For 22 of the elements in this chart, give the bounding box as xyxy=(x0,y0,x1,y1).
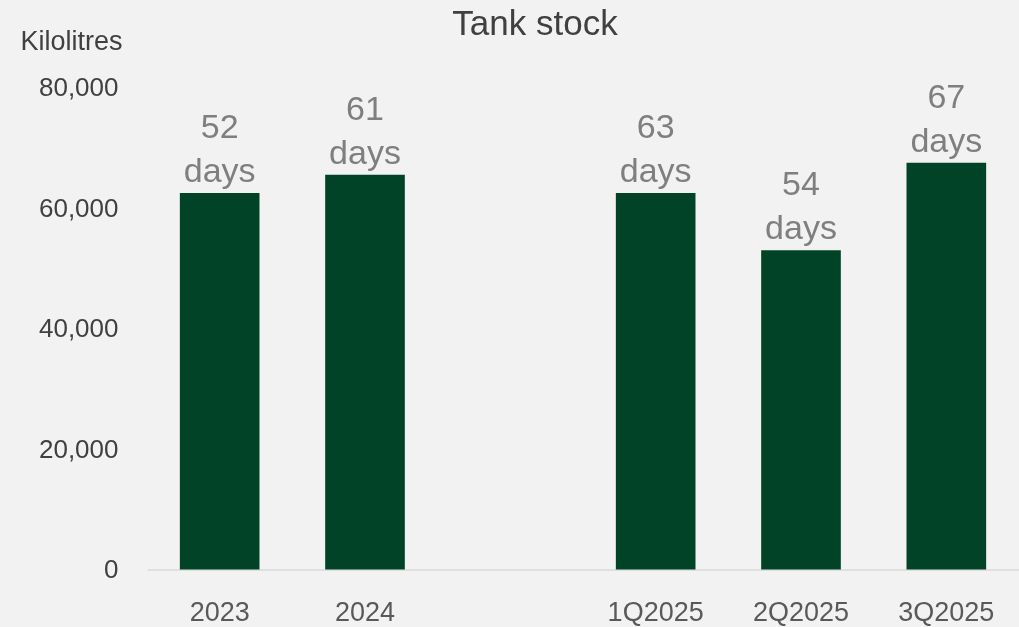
annotation: 67 days xyxy=(910,76,983,159)
bar xyxy=(179,192,260,570)
y-tick-label: 40,000 xyxy=(38,313,119,343)
x-tick-label: 2Q2025 xyxy=(752,597,850,627)
bar xyxy=(325,174,405,570)
y-tick-label: 80,000 xyxy=(38,72,119,102)
bar xyxy=(615,192,696,570)
x-tick-label: 2023 xyxy=(189,597,250,627)
annotation: 52 days xyxy=(183,106,256,189)
x-tick-label: 3Q2025 xyxy=(898,597,995,627)
x-tick-label: 2024 xyxy=(334,597,396,627)
y-tick-label: 60,000 xyxy=(38,192,119,223)
y-axis-title: Kilolitres xyxy=(20,26,123,56)
annotation: 63 days xyxy=(619,106,692,189)
bar xyxy=(761,250,841,570)
chart-title: Tank stock xyxy=(452,2,619,42)
x-tick-label: 1Q2025 xyxy=(607,597,704,627)
y-tick-label: 20,000 xyxy=(38,433,119,464)
annotation: 54 days xyxy=(765,164,837,247)
y-tick-label: 0 xyxy=(104,554,119,584)
bar xyxy=(906,162,987,570)
annotation: 61 days xyxy=(329,88,401,171)
